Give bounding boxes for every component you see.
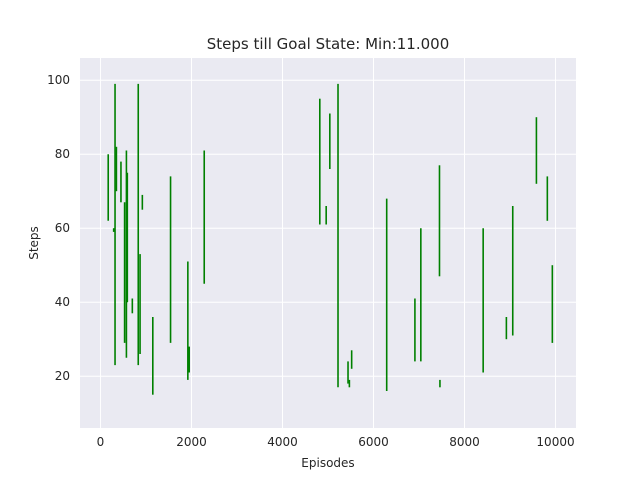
y-tick-label: 20 xyxy=(55,369,70,383)
x-axis-ticks: 0 2000 4000 6000 8000 10000 xyxy=(97,435,575,449)
y-tick-label: 60 xyxy=(55,221,70,235)
x-tick-label: 8000 xyxy=(449,435,480,449)
y-tick-label: 80 xyxy=(55,147,70,161)
y-axis-label: Steps xyxy=(27,226,41,260)
x-tick-label: 0 xyxy=(97,435,105,449)
series-steps xyxy=(107,83,554,395)
x-tick-label: 6000 xyxy=(358,435,389,449)
x-tick-label: 10000 xyxy=(536,435,574,449)
grid-lines xyxy=(80,58,576,428)
x-axis-label: Episodes xyxy=(301,456,354,470)
x-tick-label: 4000 xyxy=(267,435,298,449)
chart-title: Steps till Goal State: Min:11.000 xyxy=(207,35,450,53)
y-tick-label: 40 xyxy=(55,295,70,309)
y-axis-ticks: 20 40 60 80 100 xyxy=(47,73,70,383)
plot-area xyxy=(80,58,576,428)
x-tick-label: 2000 xyxy=(176,435,207,449)
y-tick-label: 100 xyxy=(47,73,70,87)
